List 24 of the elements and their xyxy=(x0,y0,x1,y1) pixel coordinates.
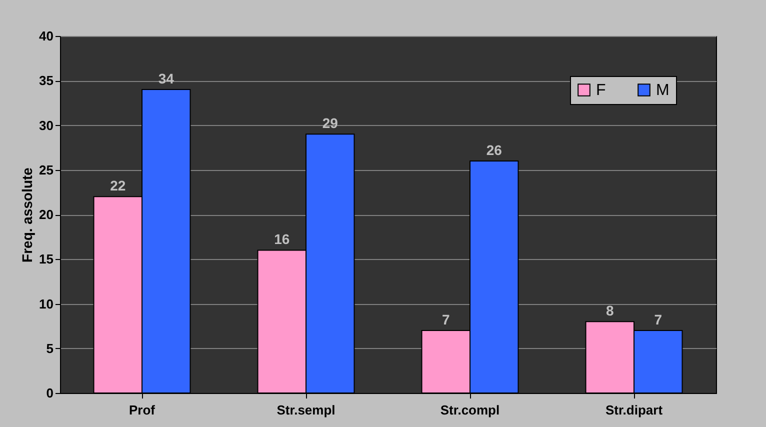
y-tick-label: 40 xyxy=(39,28,54,44)
y-tick-label: 15 xyxy=(39,252,54,267)
y-tick-label: 35 xyxy=(39,73,54,88)
data-label: 26 xyxy=(486,142,502,158)
x-tick-label: Prof xyxy=(129,402,156,418)
data-label: 22 xyxy=(110,178,126,194)
y-tick-label: 30 xyxy=(39,118,54,133)
y-tick-label: 0 xyxy=(46,386,54,400)
legend-label: M xyxy=(656,82,670,99)
data-label: 29 xyxy=(322,115,338,132)
y-axis-title: Freq. assolute xyxy=(19,167,36,262)
data-label: 16 xyxy=(274,231,290,248)
y-tick-label: 5 xyxy=(46,340,54,356)
data-label: 8 xyxy=(606,302,614,319)
y-tick-label: 20 xyxy=(39,207,54,222)
legend-label: F xyxy=(596,82,606,99)
y-tick-label: 25 xyxy=(39,162,54,178)
x-tick-label: Str.sempl xyxy=(276,402,336,418)
data-label: 7 xyxy=(654,312,662,328)
x-tick-label: Str.compl xyxy=(440,402,500,418)
data-label: 34 xyxy=(158,70,174,87)
y-tick-label: 10 xyxy=(39,296,54,312)
x-tick-label: Str.dipart xyxy=(605,402,664,418)
data-label: 7 xyxy=(442,312,450,328)
